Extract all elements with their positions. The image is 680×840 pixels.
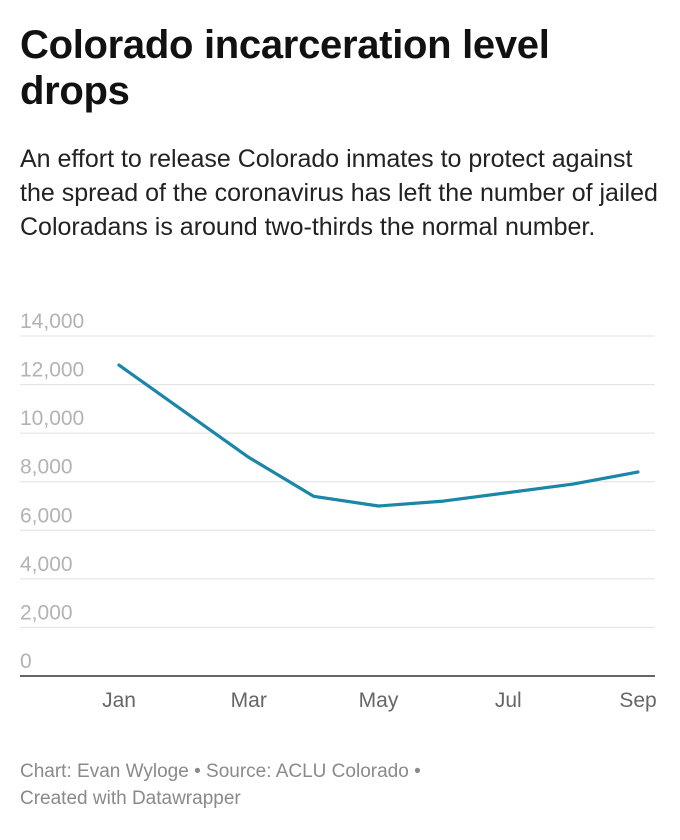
series-group bbox=[117, 363, 640, 508]
y-tick-label: 8,000 bbox=[20, 456, 73, 479]
y-tick-label: 12,000 bbox=[20, 359, 84, 382]
series-line bbox=[117, 363, 640, 508]
y-tick-label: 14,000 bbox=[20, 310, 84, 333]
footer-line-2: Created with Datawrapper bbox=[20, 785, 660, 812]
chart-credit: Chart: Evan Wyloge bbox=[20, 761, 189, 782]
chart-subtitle: An effort to release Colorado inmates to… bbox=[20, 145, 658, 241]
x-tick-label: May bbox=[359, 689, 399, 712]
line-chart: 02,0004,0006,0008,00010,00012,00014,000 … bbox=[20, 310, 657, 712]
y-tick-label: 4,000 bbox=[20, 553, 73, 576]
y-tick-label: 2,000 bbox=[20, 601, 73, 624]
x-tick-label: Sep bbox=[619, 689, 656, 712]
chart-footer: Chart: Evan Wyloge • Source: ACLU Colora… bbox=[20, 758, 660, 812]
footer-separator: • bbox=[194, 761, 201, 782]
footer-line-1: Chart: Evan Wyloge • Source: ACLU Colora… bbox=[20, 758, 660, 785]
y-tick-label: 10,000 bbox=[20, 407, 84, 430]
gridlines bbox=[20, 335, 655, 628]
y-tick-label: 6,000 bbox=[20, 504, 73, 527]
x-axis-ticks: Jan Mar May Jul Sep bbox=[102, 689, 657, 712]
source-credit: Source: ACLU Colorado bbox=[206, 761, 409, 782]
x-tick-label: Jul bbox=[495, 689, 522, 712]
x-tick-label: Jan bbox=[102, 689, 136, 712]
y-tick-label: 0 bbox=[20, 650, 32, 673]
footer-separator: • bbox=[414, 761, 421, 782]
x-tick-label: Mar bbox=[231, 689, 267, 712]
tool-credit: Created with Datawrapper bbox=[20, 788, 241, 809]
y-axis-ticks: 0 2,000 4,000 6,000 8,000 10,000 12,000 14,000 bbox=[20, 310, 84, 673]
chart-title: Colorado incarceration level drops bbox=[20, 23, 550, 113]
